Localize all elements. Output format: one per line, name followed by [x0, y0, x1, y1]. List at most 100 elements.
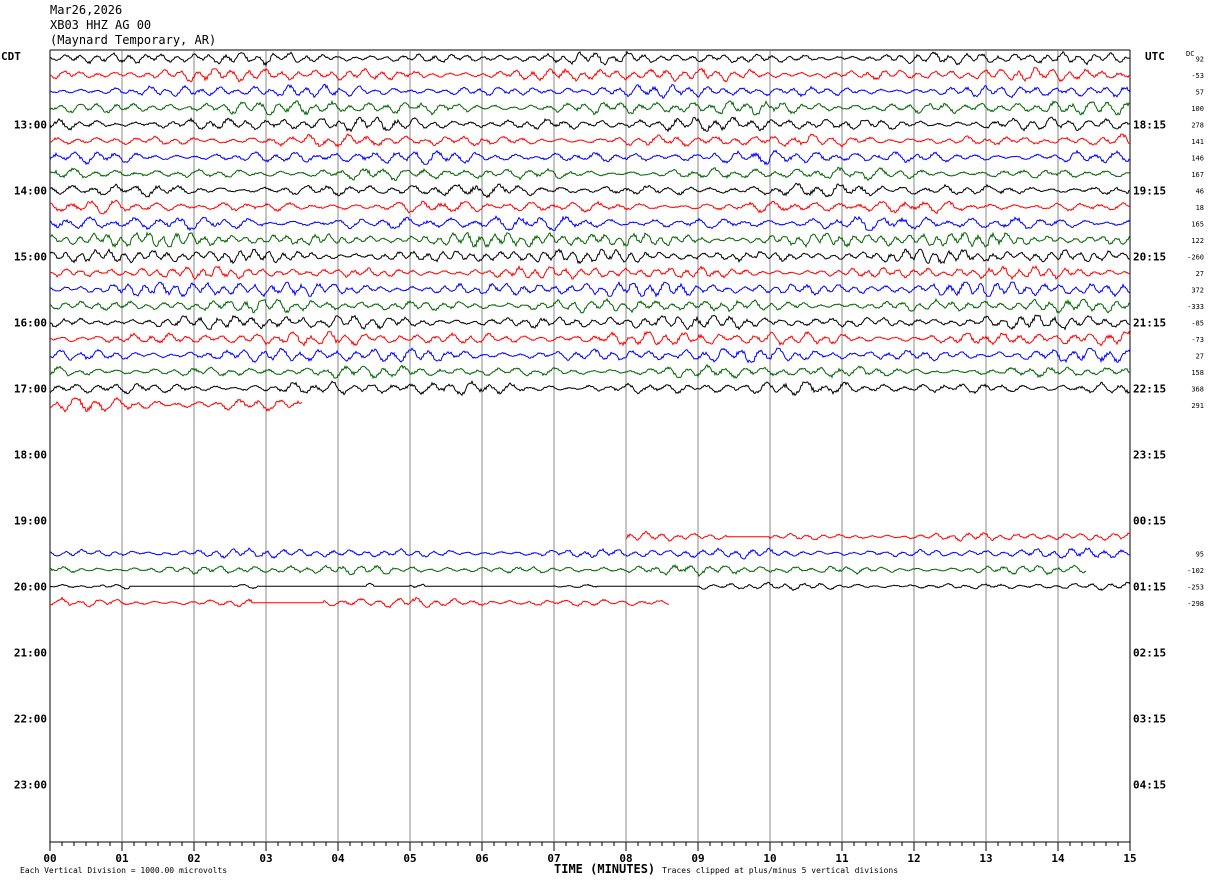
left-hour-label: 17:00: [14, 382, 47, 395]
x-tick-label: 10: [763, 852, 776, 865]
seismic-trace: [49, 264, 1131, 281]
dc-offset-label: 372: [1191, 286, 1204, 294]
left-hour-label: 14:00: [14, 184, 47, 197]
x-tick-label: 07: [547, 852, 560, 865]
x-tick-label: 06: [475, 852, 489, 865]
right-hour-label: 22:15: [1133, 382, 1166, 395]
dc-offset-label: 122: [1191, 237, 1204, 245]
seismic-trace: [49, 314, 1131, 331]
seismic-trace: [49, 99, 1131, 116]
seismic-trace: [625, 530, 1130, 542]
left-hour-label: 18:00: [14, 448, 47, 461]
right-hour-label: 18:15: [1133, 118, 1166, 131]
seismic-trace: [49, 564, 1087, 578]
dc-offset-label: -260: [1187, 253, 1204, 261]
seismic-trace: [49, 199, 1131, 215]
seismic-trace: [49, 67, 1131, 83]
right-hour-label: 19:15: [1133, 184, 1166, 197]
left-hour-label: 15:00: [14, 250, 47, 263]
right-hour-label: 23:15: [1133, 448, 1166, 461]
clip-note: Traces clipped at plus/minus 5 vertical …: [662, 866, 899, 875]
right-hour-label: 01:15: [1133, 580, 1166, 593]
seismic-trace: [49, 133, 1131, 148]
dc-offset-label: 278: [1191, 121, 1204, 129]
x-tick-label: 15: [1123, 852, 1136, 865]
x-tick-label: 08: [619, 852, 632, 865]
header-channel: XB03 HHZ AG 00: [50, 18, 152, 32]
seismic-trace: [49, 297, 1131, 314]
x-tick-label: 00: [43, 852, 56, 865]
x-tick-label: 04: [331, 852, 345, 865]
right-timezone-label: UTC: [1145, 50, 1165, 63]
seismic-trace: [49, 363, 1131, 380]
dc-offset-label: 18: [1196, 204, 1204, 212]
left-hour-label: 20:00: [14, 580, 47, 593]
left-timezone-label: CDT: [1, 50, 21, 63]
seismic-trace: [49, 596, 670, 609]
dc-offset-label: 27: [1196, 270, 1204, 278]
left-hour-label: 13:00: [14, 118, 47, 131]
seismic-trace: [49, 280, 1131, 298]
right-hour-label: 21:15: [1133, 316, 1166, 329]
dc-offset-label: -102: [1187, 567, 1204, 575]
right-hour-label: 03:15: [1133, 712, 1166, 725]
left-hour-label: 23:00: [14, 778, 47, 791]
dc-offset-label: -253: [1187, 583, 1204, 591]
dc-offset-label: -85: [1191, 319, 1204, 327]
seismic-trace: [49, 347, 1131, 364]
seismic-trace: [49, 581, 1131, 592]
dc-offset-label: 46: [1196, 187, 1204, 195]
seismic-trace: [49, 231, 1131, 249]
dc-offset-label: 27: [1196, 352, 1204, 360]
dc-offset-label: 158: [1191, 369, 1204, 377]
seismic-trace: [49, 396, 303, 413]
header-station: (Maynard Temporary, AR): [50, 33, 217, 47]
dc-offset-label: -298: [1187, 600, 1204, 608]
dc-offset-label: -73: [1191, 336, 1204, 344]
left-hour-label: 22:00: [14, 712, 47, 725]
dc-offset-label: 141: [1191, 138, 1204, 146]
x-tick-label: 09: [691, 852, 704, 865]
seismic-trace: [49, 215, 1131, 232]
seismic-trace: [49, 547, 1131, 560]
dc-offset-label: 167: [1191, 171, 1204, 179]
seismic-trace: [49, 379, 1131, 397]
x-tick-label: 02: [187, 852, 200, 865]
right-hour-label: 00:15: [1133, 514, 1166, 527]
dc-column-label: DC: [1186, 50, 1194, 58]
dc-offset-label: -333: [1187, 303, 1204, 311]
seismic-trace: [49, 83, 1131, 100]
seismic-trace: [49, 50, 1131, 67]
left-hour-label: 21:00: [14, 646, 47, 659]
seismic-trace: [49, 182, 1131, 199]
x-axis-title: TIME (MINUTES): [554, 862, 656, 876]
right-hour-label: 20:15: [1133, 250, 1166, 263]
x-tick-label: 01: [115, 852, 129, 865]
seismic-trace: [49, 330, 1131, 347]
seismic-trace: [49, 149, 1131, 166]
seismic-trace: [49, 166, 1131, 182]
x-tick-label: 13: [979, 852, 992, 865]
right-hour-label: 04:15: [1133, 778, 1166, 791]
dc-offset-label: 95: [1196, 550, 1204, 558]
x-tick-label: 03: [259, 852, 272, 865]
dc-offset-label: 368: [1191, 385, 1204, 393]
dc-offset-label: 146: [1191, 154, 1204, 162]
left-hour-label: 16:00: [14, 316, 47, 329]
dc-offset-label: -53: [1191, 72, 1204, 80]
dc-offset-label: 100: [1191, 105, 1204, 113]
seismic-trace: [49, 116, 1131, 133]
dc-offset-label: 165: [1191, 220, 1204, 228]
dc-offset-label: 57: [1196, 88, 1204, 96]
right-hour-label: 02:15: [1133, 646, 1166, 659]
x-tick-label: 11: [835, 852, 849, 865]
dc-offset-label: 92: [1196, 55, 1204, 63]
x-tick-label: 12: [907, 852, 920, 865]
x-tick-label: 14: [1051, 852, 1065, 865]
left-hour-label: 19:00: [14, 514, 47, 527]
scale-note: Each Vertical Division = 1000.00 microvo…: [20, 866, 228, 875]
seismic-trace: [49, 248, 1131, 265]
header-date: Mar26,2026: [50, 3, 123, 17]
x-tick-label: 05: [403, 852, 416, 865]
